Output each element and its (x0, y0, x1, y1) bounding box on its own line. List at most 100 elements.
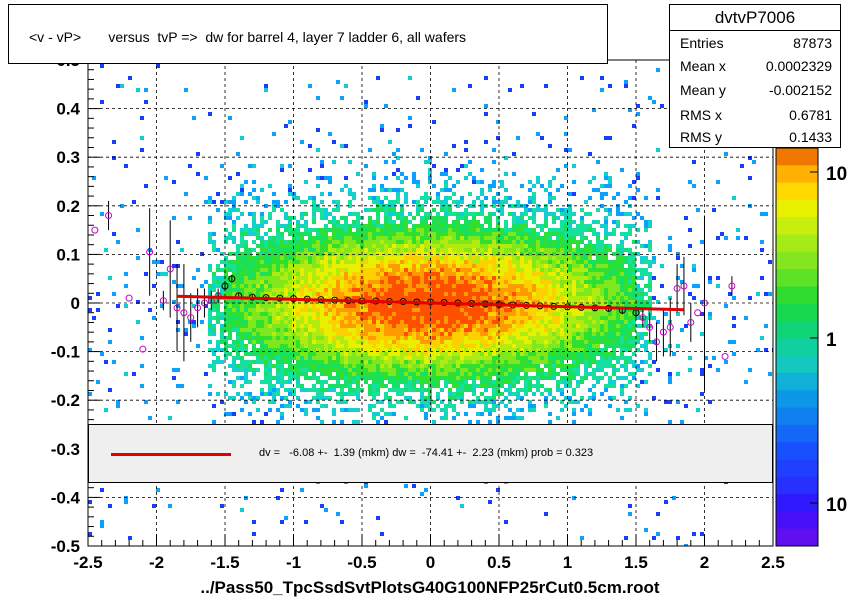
heatmap-cell (576, 344, 580, 348)
heatmap-cell (380, 268, 384, 272)
heatmap-cell (608, 300, 612, 304)
heatmap-cell (232, 328, 236, 332)
heatmap-cell (584, 356, 588, 360)
heatmap-cell (576, 256, 580, 260)
heatmap-cell (340, 224, 344, 228)
heatmap-cell (252, 324, 256, 328)
heatmap-cell (312, 276, 316, 280)
heatmap-cell (484, 324, 488, 328)
heatmap-cell (512, 240, 516, 244)
heatmap-cell (268, 280, 272, 284)
heatmap-cell (368, 320, 372, 324)
heatmap-cell (272, 280, 276, 284)
heatmap-cell (608, 176, 612, 180)
heatmap-cell (288, 380, 292, 384)
heatmap-cell (440, 388, 444, 392)
heatmap-cell (476, 360, 480, 364)
heatmap-cell (472, 244, 476, 248)
heatmap-cell (480, 236, 484, 240)
heatmap-cell (324, 364, 328, 368)
heatmap-cell (548, 412, 552, 416)
heatmap-cell (588, 388, 592, 392)
heatmap-cell (336, 320, 340, 324)
heatmap-cell (400, 220, 404, 224)
heatmap-cell (444, 240, 448, 244)
heatmap-cell (548, 316, 552, 320)
heatmap-cell (532, 264, 536, 268)
heatmap-cell (588, 268, 592, 272)
heatmap-cell (396, 228, 400, 232)
heatmap-cell (424, 324, 428, 328)
heatmap-cell (412, 284, 416, 288)
heatmap-cell (384, 324, 388, 328)
heatmap-cell (460, 228, 464, 232)
heatmap-cell (432, 292, 436, 296)
heatmap-cell (320, 340, 324, 344)
heatmap-cell (580, 396, 584, 400)
heatmap-cell (372, 304, 376, 308)
heatmap-cell (564, 220, 568, 224)
heatmap-cell (288, 216, 292, 220)
heatmap-cell (604, 316, 608, 320)
heatmap-cell (208, 284, 212, 288)
heatmap-cell (480, 280, 484, 284)
heatmap-cell (280, 340, 284, 344)
heatmap-cell (600, 368, 604, 372)
heatmap-cell (568, 212, 572, 216)
heatmap-cell (424, 200, 428, 204)
heatmap-cell (384, 216, 388, 220)
heatmap-cell (400, 316, 404, 320)
heatmap-cell (428, 400, 432, 404)
heatmap-cell (424, 332, 428, 336)
heatmap-cell (208, 364, 212, 368)
heatmap-cell (412, 276, 416, 280)
heatmap-cell (288, 332, 292, 336)
heatmap-cell (508, 280, 512, 284)
heatmap-cell (488, 376, 492, 380)
heatmap-cell (612, 352, 616, 356)
heatmap-cell (552, 220, 556, 224)
heatmap-cell (464, 280, 468, 284)
heatmap-cell (260, 276, 264, 280)
heatmap-cell (456, 236, 460, 240)
heatmap-cell (528, 280, 532, 284)
heatmap-cell (308, 256, 312, 260)
heatmap-cell (268, 228, 272, 232)
heatmap-cell (248, 260, 252, 264)
heatmap-cell (252, 276, 256, 280)
heatmap-cell (288, 280, 292, 284)
heatmap-cell (460, 352, 464, 356)
heatmap-cell (512, 312, 516, 316)
heatmap-cell (552, 324, 556, 328)
heatmap-cell (456, 264, 460, 268)
heatmap-cell (284, 328, 288, 332)
heatmap-cell (396, 328, 400, 332)
heatmap-cell (520, 376, 524, 380)
heatmap-cell (304, 244, 308, 248)
heatmap-cell (372, 396, 376, 400)
heatmap-cell (280, 276, 284, 280)
heatmap-cell (612, 292, 616, 296)
heatmap-cell (384, 344, 388, 348)
heatmap-cell (432, 268, 436, 272)
heatmap-cell (292, 336, 296, 340)
heatmap-cell (488, 232, 492, 236)
heatmap-cell (388, 256, 392, 260)
heatmap-cell (352, 332, 356, 336)
heatmap-cell (140, 364, 144, 368)
heatmap-cell (448, 296, 452, 300)
heatmap-cell (364, 256, 368, 260)
heatmap-cell (328, 284, 332, 288)
heatmap-cell (372, 184, 376, 188)
heatmap-cell (508, 256, 512, 260)
heatmap-cell (412, 228, 416, 232)
heatmap-cell (212, 360, 216, 364)
heatmap-cell (232, 320, 236, 324)
heatmap-cell (400, 212, 404, 216)
heatmap-cell (580, 272, 584, 276)
heatmap-cell (264, 412, 268, 416)
heatmap-cell (468, 224, 472, 228)
heatmap-cell (152, 316, 156, 320)
heatmap-cell (196, 268, 200, 272)
heatmap-cell (316, 304, 320, 308)
